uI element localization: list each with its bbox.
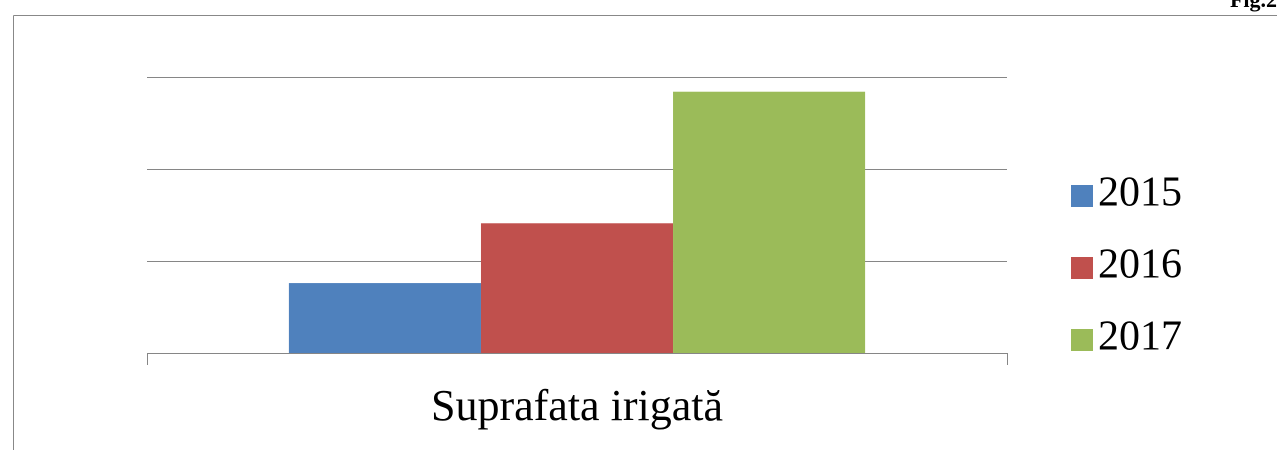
bar [480,223,674,353]
legend-label: 2016 [1098,242,1182,288]
bar [288,283,481,353]
x-tick-label: Suprafata irigată [431,381,723,430]
legend-swatch [1071,257,1093,279]
legend-swatch [1071,185,1093,207]
legend-label: 2017 [1098,314,1182,360]
legend-label: 2015 [1098,170,1182,216]
bar [673,91,866,353]
legend-swatch [1071,329,1093,351]
figure-label: Fig.2 [1230,0,1277,12]
